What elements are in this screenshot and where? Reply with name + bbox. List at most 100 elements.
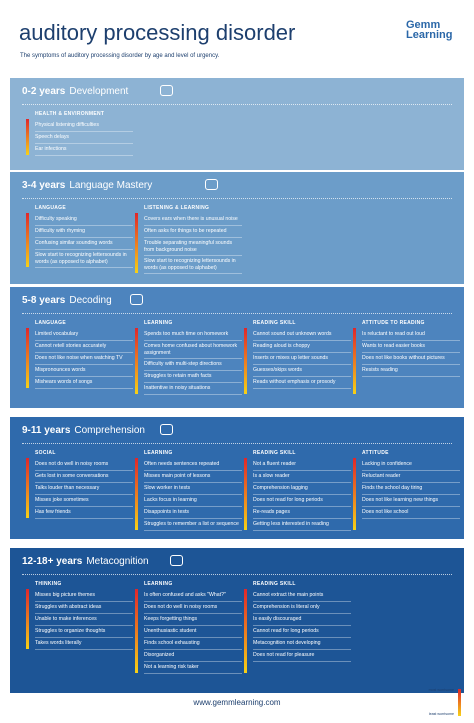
symptom: Cannot retell stories accurately xyxy=(35,341,133,353)
column-heading: LEARNING xyxy=(144,320,173,326)
symptom: Struggles to retain math facts xyxy=(144,371,242,383)
symptom: Spends too much time on homework xyxy=(144,329,242,341)
urgency-bar xyxy=(135,458,138,530)
symptom: Is often confused and asks "What?" xyxy=(144,590,242,602)
symptom: Unable to make inferences xyxy=(35,614,133,626)
column: READING SKILL Not a fluent reader Is a slo… xyxy=(244,450,351,531)
column-heading: LANGUAGE xyxy=(35,320,67,326)
symptom: Does not read for long periods xyxy=(253,495,351,507)
column-heading: READING SKILL xyxy=(253,581,296,587)
symptom: Is easily discouraged xyxy=(253,614,351,626)
symptom: Misses main point of lessons xyxy=(144,471,242,483)
stage: Language Mastery xyxy=(69,180,153,191)
columns: LANGUAGE Limited vocabulary Cannot retell … xyxy=(10,320,464,395)
symptom: Cannot sound out unknown words xyxy=(253,329,351,341)
symptom: Does not like learning new things xyxy=(362,495,460,507)
symptom: Reads without emphasis or prosody xyxy=(253,377,351,389)
section-header: 9-11 years Comprehension xyxy=(22,425,464,443)
column-heading: LEARNING xyxy=(144,581,173,587)
symptom: Slow start to recognizing lettersounds i… xyxy=(35,250,133,268)
section-header: 5-8 years Decoding xyxy=(22,295,464,313)
symptom: Trouble separating meaningful sounds fro… xyxy=(144,238,242,256)
symptom: Lacks focus in learning xyxy=(144,495,242,507)
section: 12-18+ years Metacognition THINKING Misses … xyxy=(10,548,464,693)
symptom: Struggles with abstract ideas xyxy=(35,602,133,614)
symptom: Inserts or mixes up letter sounds xyxy=(253,353,351,365)
url: www.gemmlearning.com xyxy=(193,698,281,707)
symptom: Cannot extract the main points xyxy=(253,590,351,602)
symptom: Struggles to remember a list or sequence xyxy=(144,519,242,531)
symptom: Metacognition not developing xyxy=(253,638,351,650)
symptom: Finds the school day tiring xyxy=(362,483,460,495)
column-heading: THINKING xyxy=(35,581,62,587)
symptom: Slow start to recognizing lettersounds i… xyxy=(144,256,242,274)
symptom: Reluctant reader xyxy=(362,471,460,483)
icon xyxy=(160,424,173,435)
section-header: 3-4 years Language Mastery xyxy=(22,180,464,198)
column-heading: HEALTH & ENVIRONMENT xyxy=(35,111,105,117)
symptom: Often asks for things to be repeated xyxy=(144,226,242,238)
symptom: Has few friends xyxy=(35,507,133,519)
symptom: Does not do well in noisy rooms xyxy=(35,459,133,471)
symptom: Gets lost in some conversations xyxy=(35,471,133,483)
column-heading: LISTENING & LEARNING xyxy=(144,205,210,211)
symptom: Does not like school xyxy=(362,507,460,519)
symptom: Disorganized xyxy=(144,650,242,662)
column-heading: ATTITUDE xyxy=(362,450,389,456)
symptom: Takes words literally xyxy=(35,638,133,650)
urgency-bar xyxy=(26,458,29,518)
column: READING SKILL Cannot extract the main poi… xyxy=(244,581,351,674)
column-heading: LEARNING xyxy=(144,450,173,456)
stage: Comprehension xyxy=(74,425,145,436)
stage: Development xyxy=(69,86,129,97)
subtitle: The symptoms of auditory processing diso… xyxy=(20,53,220,59)
symptom: Mispronounces words xyxy=(35,365,133,377)
symptom: Unenthusiastic student xyxy=(144,626,242,638)
legend-label: least worrisome xyxy=(428,712,454,716)
column-heading: READING SKILL xyxy=(253,450,296,456)
urgency-bar xyxy=(26,119,29,155)
symptom: Guesses/skips words xyxy=(253,365,351,377)
section: 3-4 years Language Mastery LANGUAGE Difficu… xyxy=(10,172,464,284)
symptom: Difficulty with multi-step directions xyxy=(144,359,242,371)
symptom: Lacking in confidence xyxy=(362,459,460,471)
title: auditory processing disorder xyxy=(19,20,296,45)
symptom: Slow worker in tests xyxy=(144,483,242,495)
urgency-bar xyxy=(135,213,138,273)
column-heading: LANGUAGE xyxy=(35,205,67,211)
section: 0-2 years Development HEALTH & ENVIRONMENT… xyxy=(10,78,464,170)
age: 5-8 years xyxy=(22,295,66,306)
symptom: Mishears words of songs xyxy=(35,377,133,389)
column: HEALTH & ENVIRONMENT Physical listening d… xyxy=(26,111,133,156)
symptom: Struggles to organize thoughts xyxy=(35,626,133,638)
symptom: Reading aloud is choppy xyxy=(253,341,351,353)
age: 12-18+ years xyxy=(22,556,83,567)
symptom: Wants to read easier books xyxy=(362,341,460,353)
symptom: Difficulty with rhyming xyxy=(35,226,133,238)
legend-label: most worrisome xyxy=(428,688,454,692)
divider xyxy=(22,313,452,314)
icon xyxy=(170,555,183,566)
divider xyxy=(22,574,452,575)
section: 9-11 years Comprehension SOCIAL Does not do… xyxy=(10,417,464,539)
symptom: Does not do well in noisy rooms xyxy=(144,602,242,614)
logo-text: Learning xyxy=(406,29,453,41)
urgency-bar xyxy=(26,328,29,388)
symptom: Difficulty speaking xyxy=(35,214,133,226)
symptom: Not a fluent reader xyxy=(253,459,351,471)
age: 3-4 years xyxy=(22,180,66,191)
urgency-bar xyxy=(244,458,247,530)
column: LISTENING & LEARNING Covers ears when the… xyxy=(135,205,242,274)
age: 9-11 years xyxy=(22,425,71,436)
symptom: Does not like noise when watching TV xyxy=(35,353,133,365)
urgency-bar xyxy=(135,328,138,394)
divider xyxy=(22,443,452,444)
divider xyxy=(22,198,452,199)
symptom: Cannot read for long periods xyxy=(253,626,351,638)
columns: THINKING Misses big picture themes Struggl… xyxy=(10,581,464,674)
column: ATTITUDE TO READING Is reluctant to read … xyxy=(353,320,460,395)
column: LEARNING Is often confused and asks "What… xyxy=(135,581,242,674)
section-header: 0-2 years Development xyxy=(22,86,464,104)
symptom: Is a slow reader xyxy=(253,471,351,483)
